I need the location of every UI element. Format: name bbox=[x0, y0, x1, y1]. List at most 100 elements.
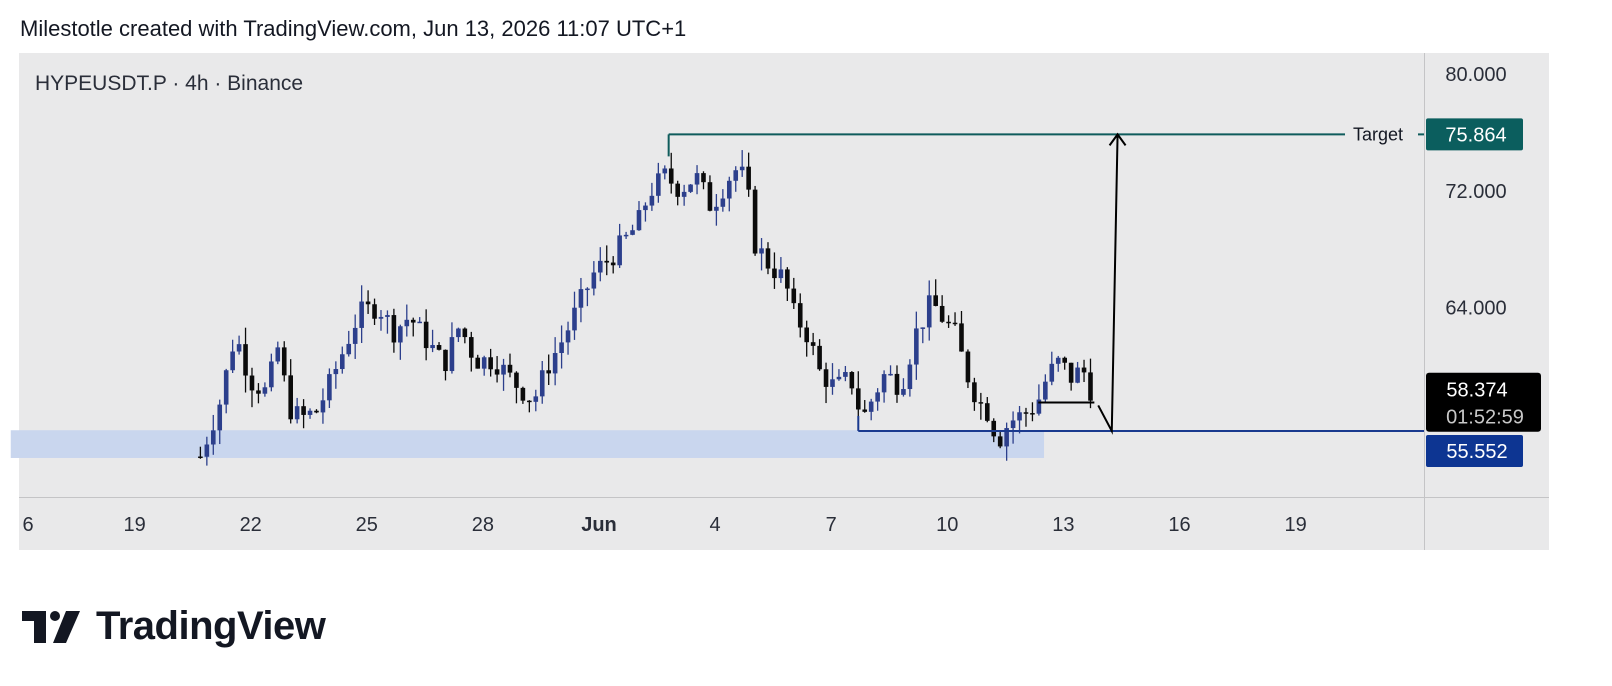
candle-body bbox=[1081, 367, 1087, 373]
candle-body bbox=[1055, 357, 1061, 364]
candle-body bbox=[443, 349, 448, 372]
brand-wordmark: TradingView bbox=[96, 604, 326, 648]
candle-body bbox=[643, 205, 648, 211]
support-price-label-bg bbox=[1426, 434, 1523, 467]
symbol-legend: HYPEUSDT.P · 4h · Binance bbox=[35, 72, 303, 95]
candle-body bbox=[675, 183, 680, 197]
candle-body bbox=[275, 347, 281, 362]
candle-body bbox=[772, 268, 777, 279]
candle-body bbox=[965, 351, 971, 383]
candle-body bbox=[875, 392, 880, 402]
time-tick-label: 4 bbox=[710, 514, 721, 536]
candle-body bbox=[320, 400, 326, 413]
candle-body bbox=[881, 374, 887, 393]
candle-body bbox=[1030, 413, 1035, 415]
candle-body bbox=[939, 305, 945, 322]
candle-body bbox=[797, 303, 803, 328]
candle-body bbox=[514, 372, 519, 388]
candle-body bbox=[694, 173, 700, 185]
candle-body bbox=[791, 288, 797, 304]
candlestick-chart[interactable]: Target HYPEUSDT.P · 4h · Binance 80.000 7… bbox=[0, 0, 1612, 600]
candle-body bbox=[862, 409, 868, 412]
candle-body bbox=[314, 410, 319, 413]
time-axis-background bbox=[19, 498, 1424, 550]
candle-body bbox=[520, 387, 526, 401]
candle-body bbox=[198, 456, 203, 459]
time-tick-label: Jun bbox=[581, 514, 617, 536]
candle-body bbox=[565, 330, 571, 343]
candle-body bbox=[481, 357, 487, 369]
price-tick-label: 72.000 bbox=[1445, 181, 1506, 203]
candle-body bbox=[417, 321, 422, 324]
candle-body bbox=[410, 319, 416, 323]
candle-body bbox=[991, 420, 997, 437]
candle-body bbox=[707, 182, 713, 211]
demand-zone bbox=[10, 430, 1045, 458]
time-tick-label: 19 bbox=[1284, 514, 1306, 536]
candle-body bbox=[327, 374, 332, 401]
candle-body bbox=[365, 301, 371, 305]
candle-body bbox=[668, 168, 674, 184]
candle-body bbox=[217, 404, 223, 431]
candle-body bbox=[623, 234, 629, 237]
candle-body bbox=[281, 347, 287, 376]
candle-body bbox=[539, 370, 545, 397]
bar-countdown-label: 01:52:59 bbox=[1446, 407, 1524, 429]
candle-body bbox=[346, 343, 352, 355]
projection-arrow-path[interactable] bbox=[1097, 134, 1119, 435]
candle-body bbox=[901, 389, 906, 395]
brand-footer[interactable]: TradingView bbox=[22, 604, 326, 649]
time-tick-label: 25 bbox=[356, 514, 378, 536]
candle-body bbox=[223, 370, 229, 405]
candle-body bbox=[339, 354, 345, 370]
candle-body bbox=[391, 315, 397, 343]
plot-area-background bbox=[19, 53, 1424, 497]
target-price-label: 75.864 bbox=[1445, 124, 1506, 146]
candle-body bbox=[249, 375, 255, 391]
candle-body bbox=[301, 406, 306, 415]
candle-body bbox=[597, 260, 603, 273]
target-price-label-bg bbox=[1426, 118, 1523, 151]
candle-body bbox=[746, 166, 751, 190]
candle-body bbox=[810, 342, 816, 346]
candle-body bbox=[468, 337, 474, 358]
candle-body bbox=[494, 369, 500, 375]
candle-body bbox=[404, 319, 410, 327]
candle-body bbox=[907, 364, 913, 390]
time-tick-label: 6 bbox=[22, 514, 33, 536]
candle-body bbox=[430, 345, 435, 349]
candle-body bbox=[817, 345, 822, 370]
candle-body bbox=[868, 401, 874, 412]
last-price-label: 58.374 bbox=[1446, 380, 1507, 402]
candle-body bbox=[978, 402, 984, 404]
candle-body bbox=[294, 406, 300, 420]
candle-body bbox=[269, 361, 274, 388]
last-price-label-bg bbox=[1426, 372, 1541, 432]
candle-body bbox=[488, 357, 493, 370]
candle-body bbox=[701, 173, 706, 183]
candle-body bbox=[830, 379, 835, 387]
candle-body bbox=[307, 410, 313, 415]
candle-body bbox=[204, 444, 210, 457]
candle-body bbox=[959, 323, 964, 352]
candle-body bbox=[920, 327, 926, 329]
candle-body bbox=[617, 235, 622, 266]
candle-body bbox=[533, 396, 539, 402]
candle-body bbox=[423, 321, 429, 349]
candle-body bbox=[462, 328, 468, 338]
candle-body bbox=[1062, 357, 1067, 363]
price-tick-label: 64.000 bbox=[1445, 298, 1506, 320]
candle-body bbox=[946, 321, 951, 324]
candle-body bbox=[436, 345, 442, 350]
candle-body bbox=[552, 353, 558, 374]
candle-body bbox=[1068, 362, 1074, 383]
candle-body bbox=[984, 403, 990, 421]
candle-body bbox=[1017, 412, 1022, 421]
candle-body bbox=[662, 168, 668, 174]
candle-body bbox=[823, 369, 829, 387]
candle-body bbox=[378, 316, 384, 319]
support-price-label: 55.552 bbox=[1446, 441, 1507, 463]
candle-body bbox=[585, 288, 590, 291]
time-tick-label: 13 bbox=[1052, 514, 1074, 536]
candle-body bbox=[398, 326, 403, 343]
